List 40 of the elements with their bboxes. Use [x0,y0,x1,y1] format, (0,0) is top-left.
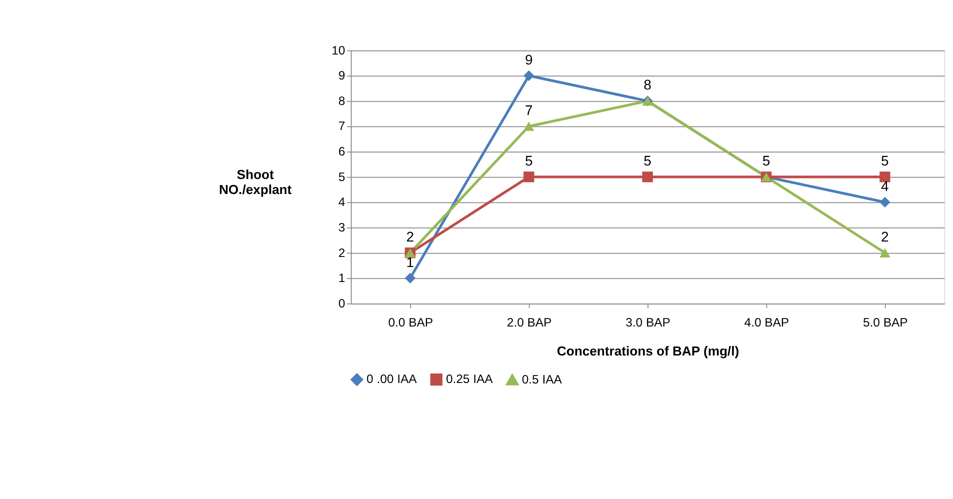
data-label: 7 [524,102,533,118]
y-tick-label: 2 [338,246,346,260]
data-label: 2 [881,228,890,244]
x-axis-title: Concentrations of BAP (mg/l) [556,343,740,358]
data-label: 9 [524,51,533,68]
legend-label: 0.25 IAA [446,372,494,386]
y-tick-label: 3 [338,220,346,234]
data-label: 5 [524,152,533,169]
point [524,172,534,182]
y-tick-label: 8 [338,94,346,108]
point [642,172,653,182]
y-tick-label: 4 [338,195,346,210]
legend-label: 0 .00 IAA [366,372,418,386]
data-label: 8 [644,76,652,93]
y-tick-label: 0 [338,296,346,310]
point [880,196,890,208]
y-tick-label: 6 [338,144,346,159]
point [524,122,534,131]
point [404,272,416,284]
data-label: 5 [881,152,890,169]
y-tick-label: 7 [338,119,346,134]
point [880,172,890,182]
x-tick-label: 4.0 BAP [744,316,790,330]
data-label: 4 [881,178,890,194]
data-label: 5 [644,152,652,169]
y-axis-title: Shoot NO./explant [218,167,292,197]
x-tick-label: 5.0 BAP [862,316,908,330]
y-tick-label: 10 [332,43,346,58]
x-tick-label: 2.0 BAP [506,316,552,330]
data-label: 5 [762,152,770,169]
point [524,70,534,82]
point [880,248,890,258]
x-tick-label: 0.0 BAP [388,316,433,330]
data-label: 2 [406,228,414,244]
y-tick-label: 9 [338,68,346,83]
y-tick-label: 5 [338,170,346,184]
x-tick-label: 3.0 BAP [626,316,670,330]
data-label: 1 [406,254,414,270]
legend-label: 0.5 IAA [522,372,563,386]
y-tick-label: 1 [338,271,346,286]
